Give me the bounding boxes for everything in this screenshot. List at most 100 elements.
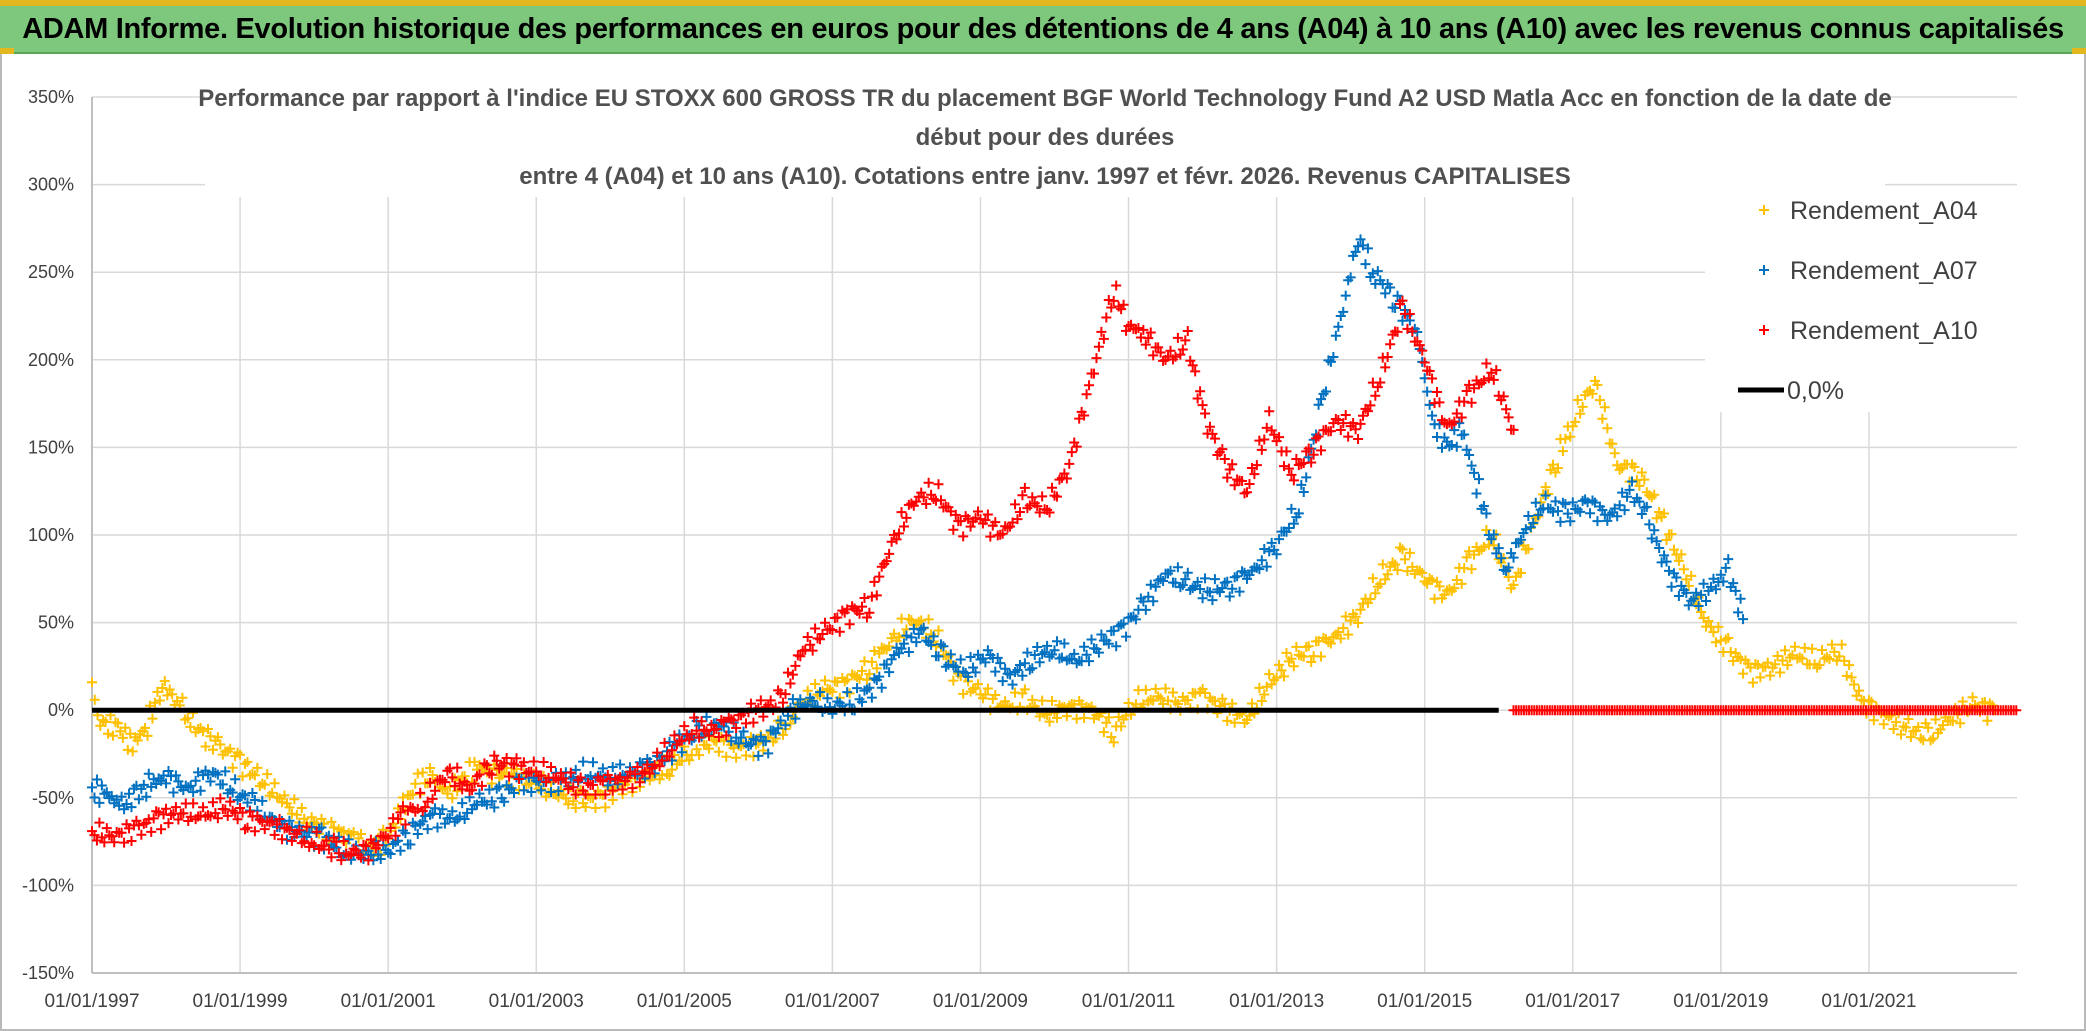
data-point-rendement-a04: [1982, 715, 1993, 726]
data-point-rendement-a07: [963, 671, 974, 682]
data-point-rendement-a10: [1017, 490, 1028, 501]
data-point-rendement-a07: [1325, 356, 1336, 367]
data-point-rendement-a07: [790, 713, 801, 724]
data-point-rendement-a04: [1602, 423, 1613, 434]
data-point-rendement-a07: [1318, 388, 1329, 399]
data-point-rendement-a07: [938, 641, 949, 652]
data-point-rendement-a10: [1382, 352, 1393, 363]
data-point-rendement-a07: [903, 647, 914, 658]
data-point-rendement-a10: [703, 730, 714, 741]
data-point-rendement-a10: [1296, 459, 1307, 470]
data-point-rendement-a07: [1288, 518, 1299, 529]
data-point-rendement-a10: [336, 855, 347, 866]
data-point-rendement-a10: [1195, 386, 1206, 397]
data-point-rendement-a04: [1515, 567, 1526, 578]
data-point-rendement-a07: [815, 687, 826, 698]
data-point-rendement-a10: [906, 498, 917, 509]
data-point-rendement-a07: [1177, 580, 1188, 591]
data-point-rendement-a04: [1780, 645, 1791, 656]
data-point-rendement-a07: [212, 769, 223, 780]
data-point-rendement-a04: [1594, 395, 1605, 406]
data-point-rendement-a07: [432, 822, 443, 833]
data-point-rendement-a04: [286, 808, 297, 819]
data-point-rendement-a10: [101, 823, 112, 834]
data-point-rendement-a10: [1424, 365, 1435, 376]
data-point-rendement-a07: [1478, 500, 1489, 511]
data-point-rendement-a04: [1167, 687, 1178, 698]
data-point-rendement-a10: [447, 772, 458, 783]
data-point-rendement-a04: [1276, 665, 1287, 676]
data-point-rendement-a07: [1730, 585, 1741, 596]
data-point-rendement-a07: [393, 835, 404, 846]
data-point-rendement-a10: [834, 626, 845, 637]
data-point-rendement-a07: [94, 797, 105, 808]
data-point-rendement-a07: [1555, 516, 1566, 527]
data-point-rendement-a10: [827, 625, 838, 636]
y-tick-label: 150%: [28, 437, 74, 457]
data-point-rendement-a10: [778, 697, 789, 708]
data-point-rendement-a10: [1274, 432, 1285, 443]
data-point-rendement-a10: [412, 803, 423, 814]
y-tick-label: 0%: [48, 700, 74, 720]
data-point-rendement-a07: [486, 796, 497, 807]
data-point-rendement-a07: [1012, 665, 1023, 676]
data-point-rendement-a10: [161, 803, 172, 814]
data-point-rendement-a04: [1434, 581, 1445, 592]
data-point-rendement-a10: [1155, 347, 1166, 358]
data-point-rendement-a10: [511, 753, 522, 764]
data-point-rendement-a10: [1375, 377, 1386, 388]
data-point-rendement-a07: [1192, 576, 1203, 587]
data-point-rendement-a07: [1464, 450, 1475, 461]
data-point-rendement-a10: [1108, 295, 1119, 306]
data-point-rendement-a07: [881, 659, 892, 670]
data-point-rendement-a07: [587, 757, 598, 768]
data-point-rendement-a04: [1866, 696, 1877, 707]
data-point-rendement-a10: [997, 528, 1008, 539]
data-point-rendement-a07: [1296, 479, 1307, 490]
data-point-rendement-a10: [1488, 374, 1499, 385]
data-point-rendement-a10: [373, 840, 384, 851]
data-point-rendement-a04: [167, 689, 178, 700]
data-point-rendement-a04: [215, 739, 226, 750]
data-point-rendement-a07: [1481, 508, 1492, 519]
data-point-rendement-a07: [439, 818, 450, 829]
data-point-rendement-a10: [679, 721, 690, 732]
data-point-rendement-a07: [1024, 664, 1035, 675]
data-point-rendement-a04: [89, 694, 100, 705]
data-point-rendement-a07: [1587, 495, 1598, 506]
data-point-rendement-a07: [1614, 500, 1625, 511]
data-point-rendement-a10: [819, 617, 830, 628]
data-point-rendement-a07: [1316, 394, 1327, 405]
data-point-rendement-a04: [1829, 646, 1840, 657]
legend-marker-rendement-a10: [1759, 325, 1769, 335]
data-point-rendement-a10: [1088, 368, 1099, 379]
data-point-rendement-a07: [1217, 583, 1228, 594]
data-point-rendement-a04: [1930, 714, 1941, 725]
data-point-rendement-a07: [876, 682, 887, 693]
data-point-rendement-a10: [711, 723, 722, 734]
series-layer: [87, 234, 2022, 866]
data-point-rendement-a04: [1720, 634, 1731, 645]
data-point-rendement-a07: [385, 848, 396, 859]
data-point-rendement-a10: [1397, 295, 1408, 306]
data-point-rendement-a10: [896, 507, 907, 518]
data-point-rendement-a10: [886, 536, 897, 547]
data-point-rendement-a10: [874, 571, 885, 582]
data-point-rendement-a10: [1037, 491, 1048, 502]
data-point-rendement-a04: [247, 768, 258, 779]
data-point-rendement-a04: [1575, 408, 1586, 419]
data-point-rendement-a07: [775, 715, 786, 726]
data-point-rendement-a04: [1696, 606, 1707, 617]
data-point-rendement-a10: [587, 779, 598, 790]
data-point-rendement-a10: [1325, 426, 1336, 437]
data-point-rendement-a07: [760, 736, 771, 747]
data-point-rendement-a04: [1661, 535, 1672, 546]
data-point-rendement-a04: [842, 674, 853, 685]
data-point-rendement-a10: [1121, 325, 1132, 336]
data-point-rendement-a04: [1027, 694, 1038, 705]
data-point-rendement-a10: [1002, 522, 1013, 533]
data-point-rendement-a10: [1237, 476, 1248, 487]
data-point-rendement-a07: [1207, 595, 1218, 606]
data-point-rendement-a04: [980, 689, 991, 700]
data-point-rendement-a10: [713, 731, 724, 742]
